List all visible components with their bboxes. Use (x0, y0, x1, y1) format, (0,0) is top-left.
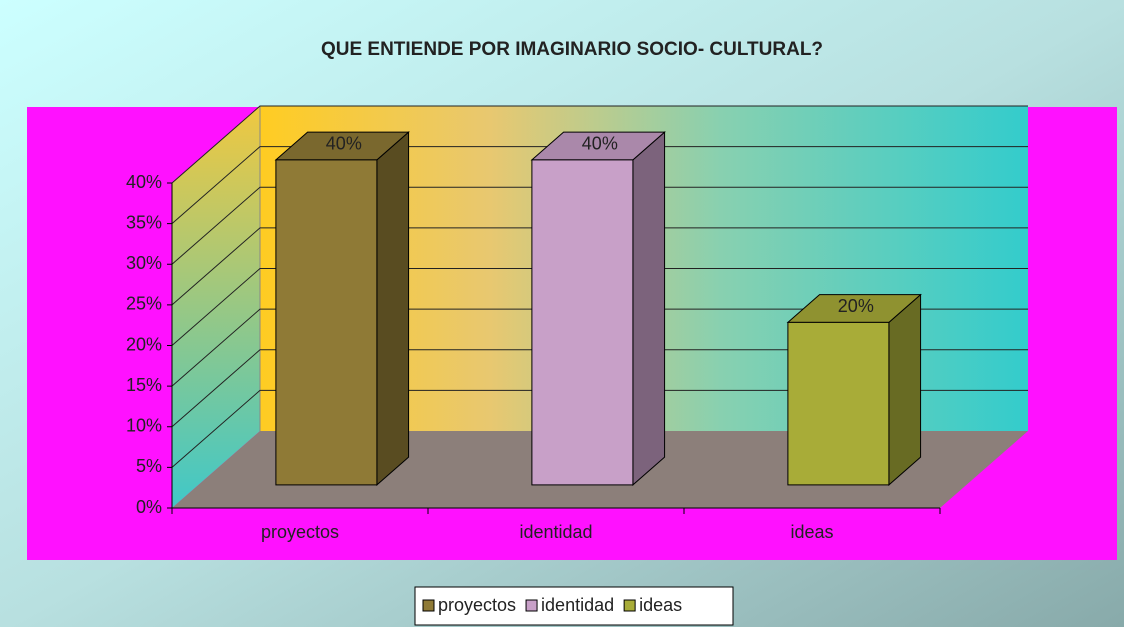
value-label: 40% (582, 133, 618, 153)
grid-line (171, 268, 1028, 346)
legend-swatch (623, 599, 636, 612)
y-tick-label: 0% (136, 497, 162, 517)
grid-line (171, 186, 1028, 265)
bar (531, 159, 634, 486)
x-tick-label: identidad (519, 522, 592, 542)
x-tick-label: ideas (790, 522, 833, 542)
grid-line (171, 349, 1028, 428)
y-tick-label: 10% (126, 416, 162, 436)
legend (414, 586, 734, 626)
grid-line (171, 105, 1028, 184)
y-tick-label: 25% (126, 294, 162, 314)
y-tick-label: 5% (136, 456, 162, 476)
chart-title: QUE ENTIENDE POR IMAGINARIO SOCIO- CULTU… (321, 39, 823, 60)
bar (275, 159, 378, 486)
legend-label: ideas (639, 595, 682, 615)
legend-swatch (422, 599, 435, 612)
y-tick-label: 20% (126, 334, 162, 354)
legend-swatch (525, 599, 538, 612)
x-tick-label: proyectos (261, 522, 339, 542)
legend-label: identidad (541, 595, 614, 615)
value-label: 40% (326, 133, 362, 153)
value-label: 20% (838, 296, 874, 316)
grid-line (171, 227, 1028, 306)
y-tick-label: 15% (126, 375, 162, 395)
bar (787, 321, 890, 486)
y-tick-label: 30% (126, 253, 162, 273)
bar-side (632, 131, 666, 487)
grid-line (171, 308, 1028, 387)
bar-side (376, 131, 410, 487)
y-tick-label: 40% (126, 172, 162, 192)
grid-line (171, 389, 1028, 468)
y-tick-label: 35% (126, 212, 162, 232)
legend-label: proyectos (438, 595, 516, 615)
bar-side (888, 293, 922, 487)
grid-line (171, 146, 1028, 225)
